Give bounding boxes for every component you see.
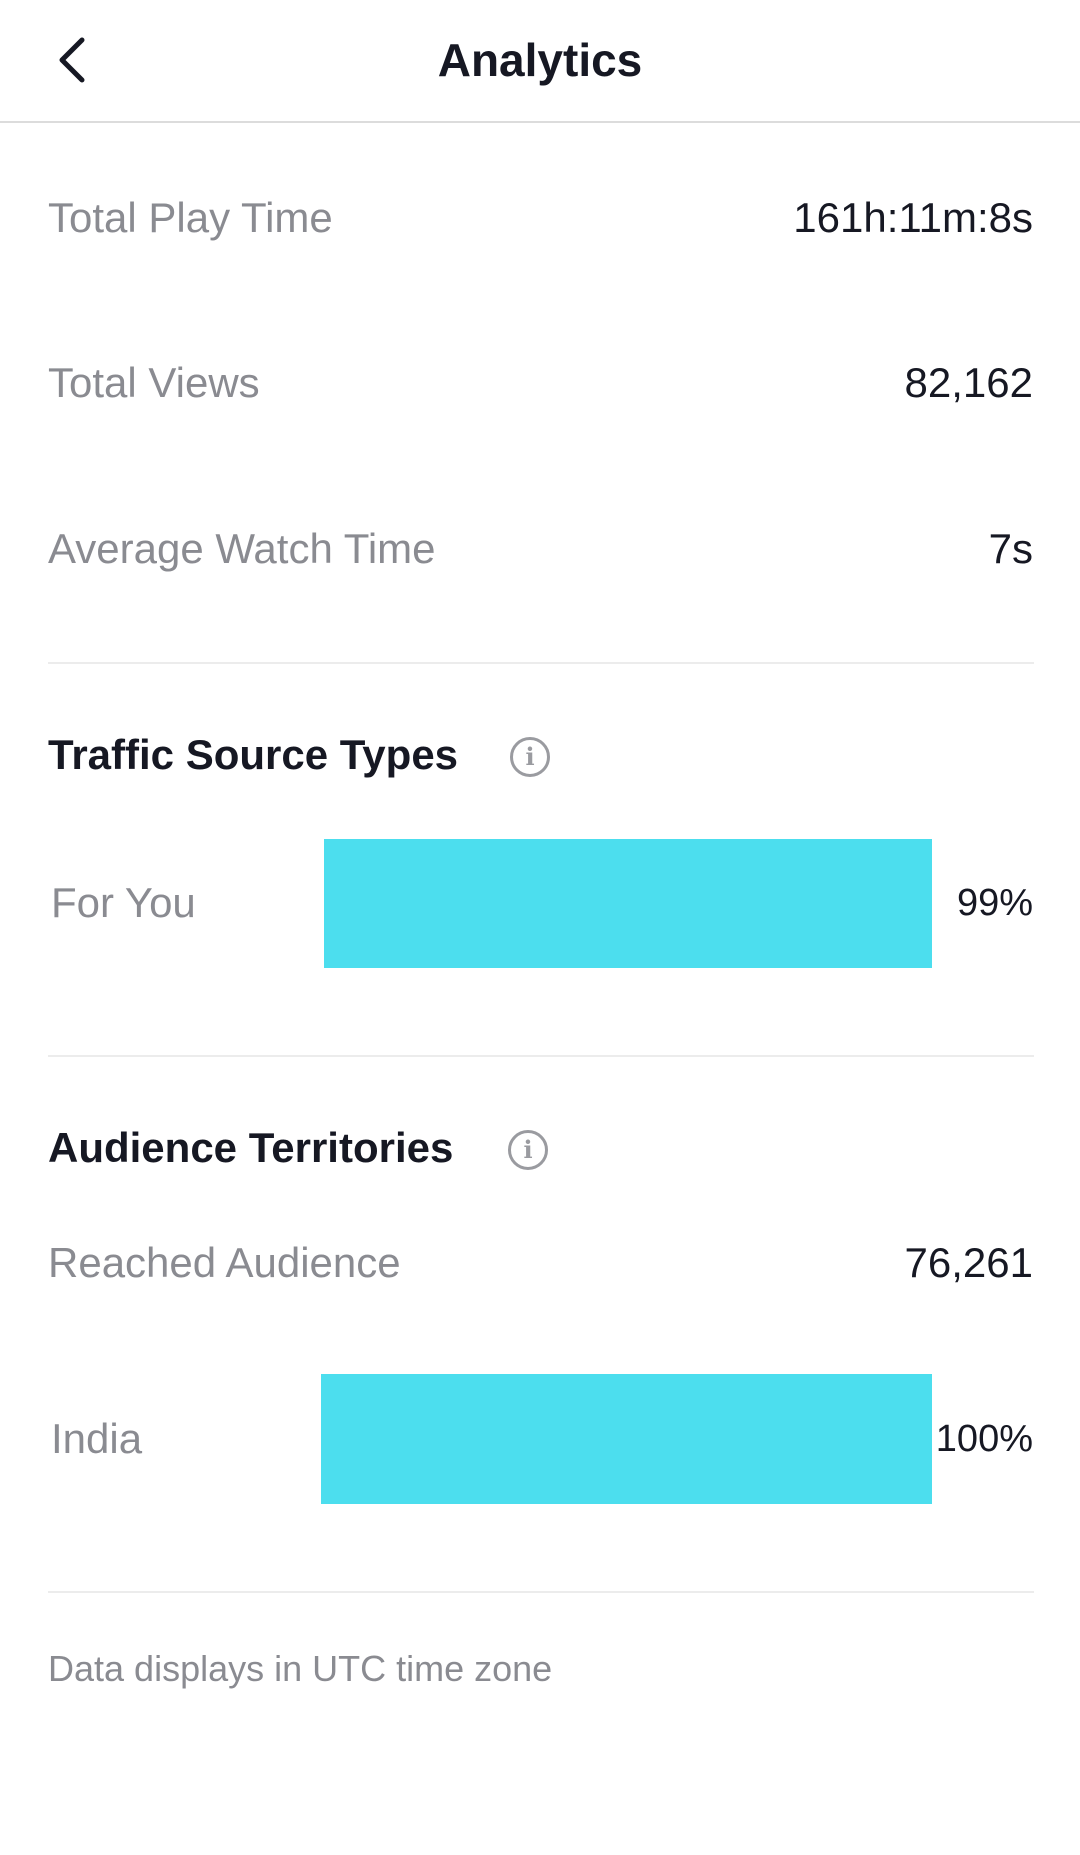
- stat-label: Total Views: [48, 359, 260, 406]
- page-title: Analytics: [437, 34, 643, 86]
- traffic-source-bar: [324, 839, 932, 968]
- back-button[interactable]: [50, 30, 100, 90]
- section-title-traffic: Traffic Source Types: [48, 731, 459, 778]
- section-title-audience: Audience Territories: [48, 1124, 454, 1171]
- info-icon[interactable]: i: [508, 1130, 548, 1170]
- top-bar: [0, 0, 1080, 123]
- traffic-source-percent: 99%: [956, 882, 1033, 924]
- territory-percent: 100%: [935, 1418, 1033, 1460]
- stat-value: 161h:11m:8s: [793, 194, 1033, 241]
- chevron-left-icon: [59, 37, 85, 83]
- traffic-source-label: For You: [51, 879, 196, 926]
- info-icon[interactable]: i: [510, 737, 550, 777]
- territory-bar: [321, 1374, 932, 1504]
- timezone-note: Data displays in UTC time zone: [48, 1648, 553, 1689]
- divider: [48, 662, 1034, 664]
- territory-label: India: [51, 1415, 143, 1462]
- reached-audience-label: Reached Audience: [48, 1239, 401, 1286]
- divider: [48, 1055, 1034, 1057]
- stat-label: Total Play Time: [48, 194, 333, 241]
- divider: [48, 1591, 1034, 1593]
- stat-label: Average Watch Time: [48, 525, 436, 572]
- stat-value: 7s: [988, 525, 1033, 572]
- reached-audience-value: 76,261: [904, 1239, 1033, 1286]
- stat-value: 82,162: [904, 359, 1033, 406]
